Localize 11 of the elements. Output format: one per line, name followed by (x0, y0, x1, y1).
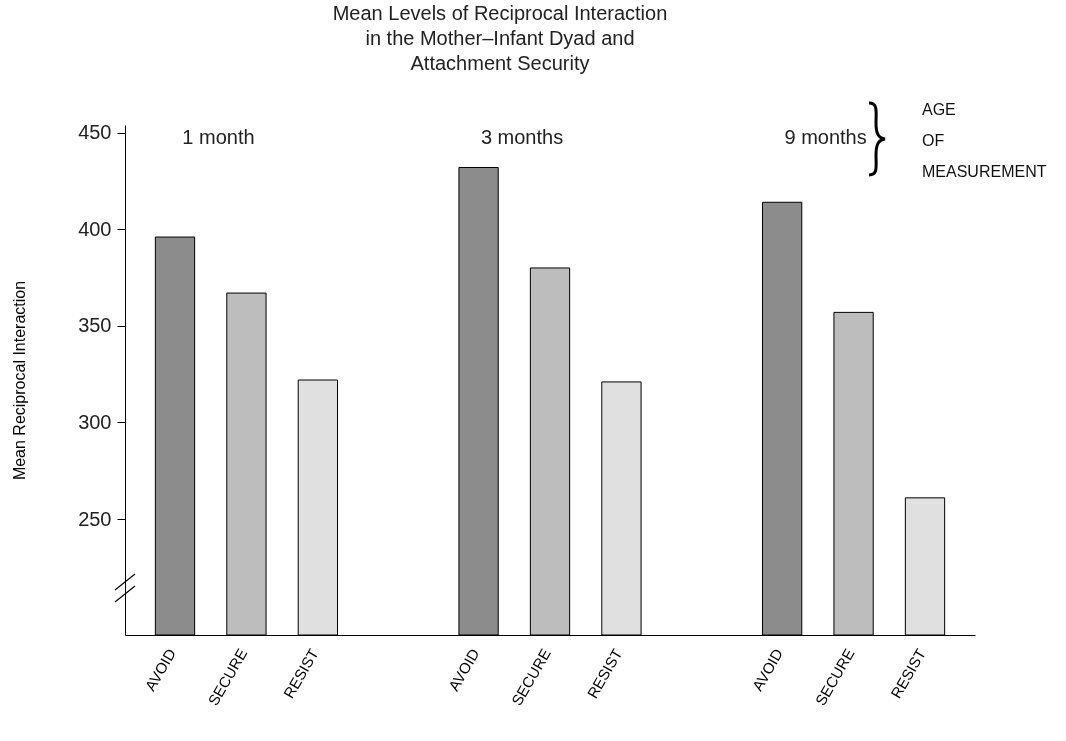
y-tick-label: 400 (78, 217, 112, 240)
x-tick-label: 3 months (480, 126, 564, 148)
y-tick-label: 300 (78, 411, 112, 433)
y-tick-label: 250 (78, 507, 112, 530)
chart-title: Mean Levels of Reciprocal Interaction in the Mother–Infant Dyad and Attachment Security (332, 2, 668, 74)
y-tick-label: 450 (78, 121, 112, 144)
y-tick-label: 350 (78, 314, 112, 337)
x-tick-label: 1 month (182, 126, 255, 148)
x-tick-label: 9 months (784, 126, 867, 148)
annotation: AGE OF MEASUREMENT (922, 101, 1047, 180)
y-axis-title: Mean Reciprocal Interaction (11, 280, 29, 481)
